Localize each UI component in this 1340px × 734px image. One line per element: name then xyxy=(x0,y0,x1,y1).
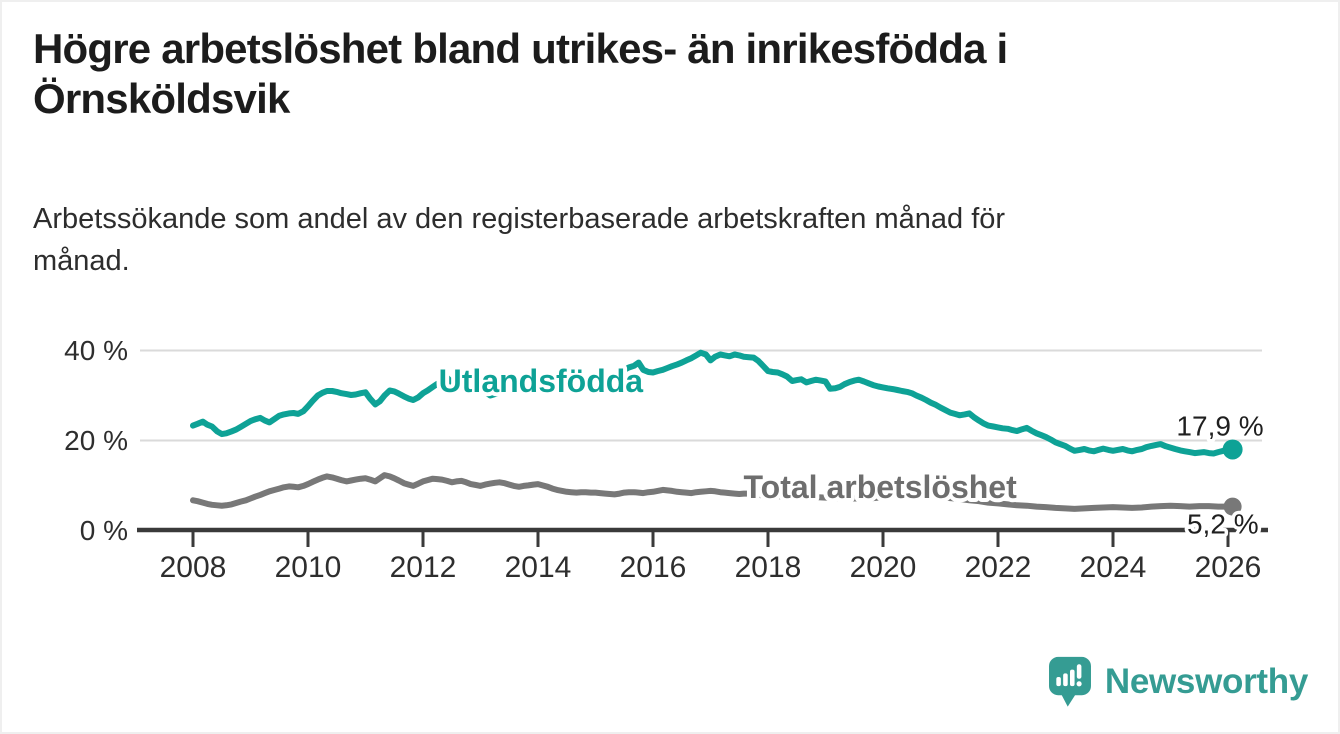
exclamation-bar xyxy=(1076,664,1082,679)
series-line-total-arbetsl-shet xyxy=(190,472,1236,512)
y-tick-label-40: 40 % xyxy=(64,335,128,366)
series-end-label-utlandsf-dda: 17,9 % xyxy=(1176,410,1263,441)
x-tick-label-2008: 2008 xyxy=(160,551,227,584)
x-tick-label-2012: 2012 xyxy=(390,551,457,584)
x-axis: 2008 2010 2012 2014 2016 2018 2020 2022 2024 2026 xyxy=(137,527,1268,584)
x-tick-label-2016: 2016 xyxy=(620,551,687,584)
chart-subtitle: Arbetssökande som andel av den registerb… xyxy=(33,198,1005,282)
series-end-dot-total-arbetsl-shet xyxy=(1223,497,1242,516)
series-lines xyxy=(190,349,1243,516)
gridlines xyxy=(140,349,1262,442)
series-line-utlandsf-dda xyxy=(190,349,1236,457)
x-tick-label-2024: 2024 xyxy=(1080,551,1147,584)
speech-bubble-bar-chart-icon xyxy=(1048,656,1091,707)
chart-subtitle-line-1: Arbetssökande som andel av den registerb… xyxy=(33,203,1006,235)
series-end-dot-utlandsf-dda xyxy=(1222,439,1243,460)
chart-subtitle-line-2: månad. xyxy=(33,245,130,278)
series-end-label-total-arbetsl-shet: 5,2 % xyxy=(1187,509,1259,540)
x-tick-label-2010: 2010 xyxy=(275,551,342,584)
chart-labels: 0 % 20 % 40 % Utlandsfödda 17,9 % Total arbet… xyxy=(64,335,1267,546)
x-tick-label-2022: 2022 xyxy=(965,551,1032,584)
brand-wordmark: Newsworthy xyxy=(1104,662,1308,701)
page-title-line-1: Högre arbetslöshet bland utrikes- än inr… xyxy=(33,25,1008,72)
y-tick-label-0: 0 % xyxy=(80,515,128,546)
x-tick-label-2020: 2020 xyxy=(850,551,917,584)
x-tick-label-2014: 2014 xyxy=(505,551,572,584)
page-title-line-2: Örnsköldsvik xyxy=(33,74,290,122)
series-label-total-arbetsl-shet: Total arbetslöshet xyxy=(744,469,1018,505)
y-tick-label-20: 20 % xyxy=(64,425,128,456)
bar-chart-glyph xyxy=(1056,664,1082,687)
x-tick-label-2026: 2026 xyxy=(1195,551,1262,584)
series-label-utlandsf-dda: Utlandsfödda xyxy=(439,363,644,399)
newsworthy-logo-link[interactable]: Newsworthy xyxy=(1048,656,1308,708)
exclamation-dot xyxy=(1076,681,1082,687)
page-title: Högre arbetslöshet bland utrikes- än inr… xyxy=(33,24,1008,123)
x-tick-label-2018: 2018 xyxy=(735,551,802,584)
